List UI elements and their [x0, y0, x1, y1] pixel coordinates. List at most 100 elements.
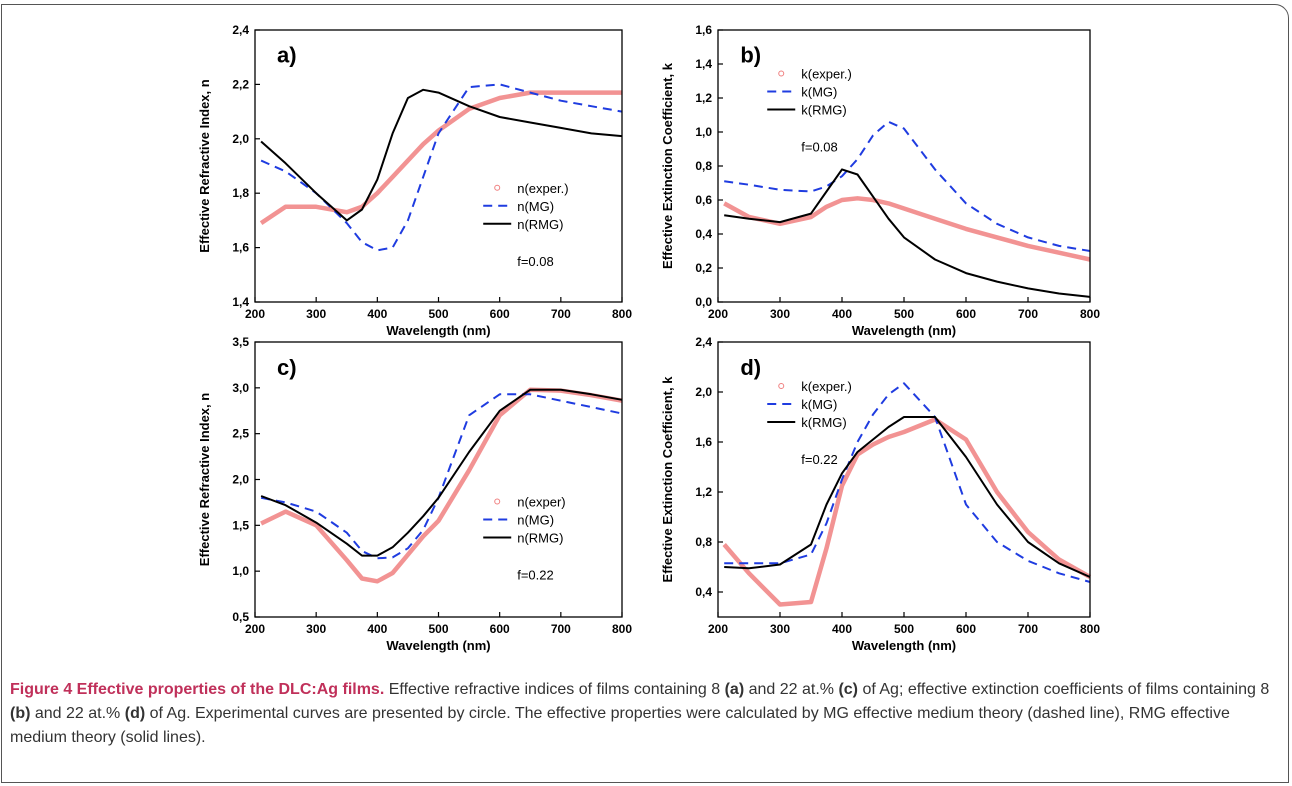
x-tick-label: 400 — [367, 307, 387, 321]
caption-text: of Ag; effective extinction coefficients… — [858, 681, 1270, 698]
x-tick-label: 600 — [490, 622, 510, 636]
y-tick-label: 2,5 — [232, 427, 249, 441]
legend-label: k(MG) — [801, 397, 837, 412]
plot-frame — [717, 341, 1091, 618]
y-axis-label: Effective Refractive Index, n — [197, 79, 212, 252]
caption-text: (d) — [124, 705, 146, 722]
panel-label: a) — [277, 43, 297, 68]
annotation: f=0.22 — [517, 568, 554, 583]
y-tick-label: 1,5 — [232, 518, 249, 532]
caption-title: Figure 4 Effective properties of the DLC… — [10, 681, 385, 698]
x-tick-label: 200 — [708, 307, 728, 321]
series-line — [724, 120, 1091, 252]
x-tick-label: 700 — [1018, 622, 1038, 636]
x-tick-label: 200 — [708, 622, 728, 636]
y-tick-label: 2,0 — [695, 385, 712, 399]
y-tick-label: 2,2 — [232, 77, 249, 91]
y-tick-label: 1,6 — [695, 23, 712, 37]
plot-frame — [254, 29, 623, 303]
legend-label: k(exper.) — [801, 379, 852, 394]
legend-label: n(exper) — [517, 495, 565, 510]
panel-label: c) — [277, 355, 297, 380]
panel-label: d) — [740, 355, 761, 380]
y-tick-label: 2,0 — [232, 132, 249, 146]
series-line — [723, 196, 1091, 262]
y-tick-label: 0,6 — [695, 193, 712, 207]
annotation: f=0.08 — [517, 254, 554, 269]
y-tick-label: 0,8 — [695, 535, 712, 549]
legend-label: k(RMG) — [801, 415, 847, 430]
x-tick-label: 800 — [1080, 622, 1100, 636]
caption-text: of Ag. Experimental curves are presented… — [10, 705, 1230, 746]
x-tick-label: 600 — [956, 622, 976, 636]
y-axis-label: Effective Extinction Coefficient, k — [660, 62, 675, 269]
y-tick-label: 3,0 — [232, 381, 249, 395]
x-tick-label: 800 — [612, 307, 632, 321]
x-tick-label: 500 — [894, 622, 914, 636]
x-tick-label: 400 — [367, 622, 387, 636]
y-axis-label: Effective Refractive Index, n — [197, 393, 212, 566]
plot-frame — [254, 341, 623, 618]
caption-text: (a) — [724, 681, 745, 698]
y-tick-label: 1,8 — [232, 186, 249, 200]
legend-label: k(MG) — [801, 85, 837, 100]
x-tick-label: 500 — [428, 307, 448, 321]
y-tick-label: 0,4 — [695, 585, 712, 599]
x-tick-label: 400 — [832, 307, 852, 321]
x-tick-label: 800 — [612, 622, 632, 636]
x-axis-label: Wavelength (nm) — [386, 323, 490, 338]
series-line — [259, 90, 622, 225]
panel-label: b) — [740, 43, 761, 68]
legend-symbol — [778, 70, 785, 77]
frame — [1, 4, 1289, 783]
x-axis-label: Wavelength (nm) — [852, 323, 956, 338]
legend-label: n(MG) — [517, 513, 554, 528]
caption-text: and 22 at.% — [744, 681, 839, 698]
legend-label: k(RMG) — [801, 103, 847, 118]
series-line — [724, 168, 1091, 298]
y-tick-label: 1,4 — [232, 295, 249, 309]
series-line — [260, 83, 623, 252]
y-tick-label: 2,4 — [232, 23, 249, 37]
x-tick-label: 500 — [428, 622, 448, 636]
y-tick-label: 0,8 — [695, 159, 712, 173]
y-tick-label: 1,6 — [232, 241, 249, 255]
plot-frame — [717, 29, 1091, 303]
x-tick-label: 200 — [245, 622, 265, 636]
series-line — [260, 393, 623, 560]
caption-text: Effective refractive indices of films co… — [388, 681, 725, 698]
y-tick-label: 0,0 — [695, 295, 712, 309]
legend-label: k(exper.) — [801, 67, 852, 82]
series-line — [722, 417, 1092, 607]
x-tick-label: 400 — [832, 622, 852, 636]
y-tick-label: 0,5 — [232, 610, 249, 624]
legend-symbol — [778, 383, 785, 389]
y-tick-label: 1,0 — [232, 564, 249, 578]
x-tick-label: 700 — [1018, 307, 1038, 321]
y-tick-label: 1,0 — [695, 125, 712, 139]
y-tick-label: 1,2 — [695, 91, 712, 105]
caption: Figure 4 Effective properties of the DLC… — [10, 678, 1272, 750]
series-line — [724, 416, 1091, 578]
y-tick-label: 1,2 — [695, 485, 712, 499]
x-axis-label: Wavelength (nm) — [386, 638, 490, 653]
caption-text: (b) — [10, 705, 31, 722]
x-tick-label: 700 — [551, 622, 571, 636]
y-tick-label: 2,4 — [695, 335, 712, 349]
x-tick-label: 300 — [306, 307, 326, 321]
legend-symbol — [494, 184, 501, 191]
caption-text: and 22 at.% — [30, 705, 125, 722]
y-tick-label: 2,0 — [232, 473, 249, 487]
y-tick-label: 0,2 — [695, 261, 712, 275]
x-tick-label: 300 — [770, 622, 790, 636]
series-line — [260, 88, 623, 222]
y-axis-label: Effective Extinction Coefficient, k — [660, 376, 675, 583]
x-tick-label: 600 — [956, 307, 976, 321]
annotation: f=0.22 — [801, 452, 838, 467]
x-axis-label: Wavelength (nm) — [852, 638, 956, 653]
x-tick-label: 300 — [306, 622, 326, 636]
legend-symbol — [494, 498, 501, 505]
series-line — [260, 388, 623, 557]
caption-text: (c) — [838, 681, 859, 698]
y-tick-label: 3,5 — [232, 335, 249, 349]
